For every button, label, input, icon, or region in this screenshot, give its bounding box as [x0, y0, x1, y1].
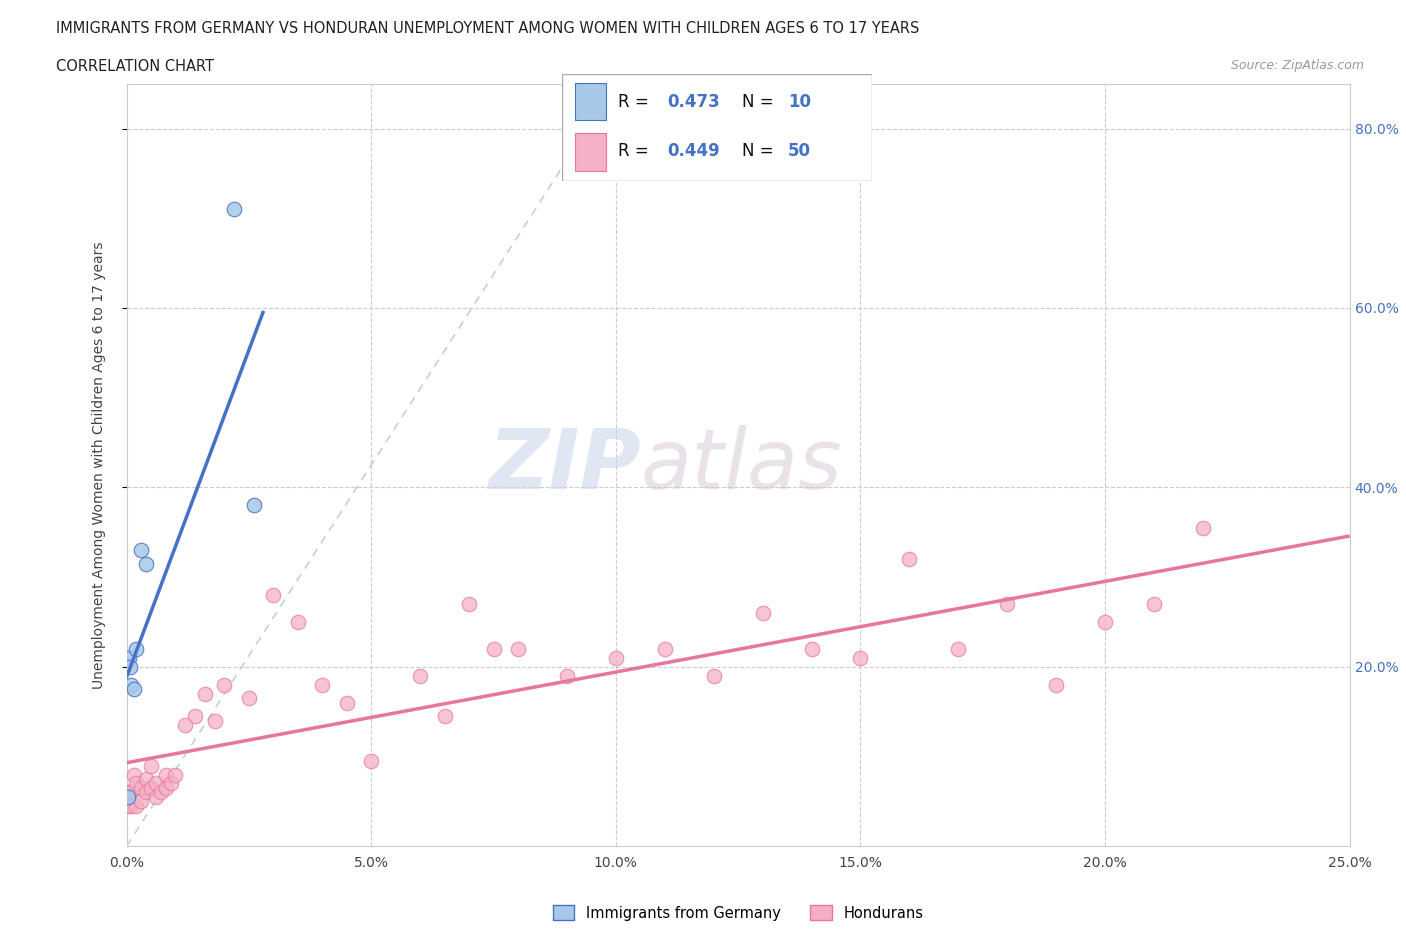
Point [155, 780, 177, 795]
Point [155, 767, 177, 782]
Point [433, 709, 456, 724]
Text: 0.473: 0.473 [668, 93, 720, 111]
Point [224, 202, 246, 217]
Legend: Immigrants from Germany, Hondurans: Immigrants from Germany, Hondurans [547, 899, 929, 926]
Point [311, 677, 333, 692]
Point [139, 780, 162, 795]
Text: N =: N = [742, 93, 779, 111]
Point [129, 543, 152, 558]
Text: ZIP: ZIP [488, 424, 640, 506]
Point [135, 556, 157, 571]
Point [214, 677, 236, 692]
Text: 10: 10 [789, 93, 811, 111]
Point [605, 650, 627, 665]
Point [482, 642, 505, 657]
Point [139, 758, 162, 773]
Point [129, 780, 152, 795]
Point [238, 691, 260, 706]
Point [125, 642, 148, 657]
Point [458, 597, 481, 612]
Point [165, 767, 187, 782]
Point [120, 677, 142, 692]
Point [145, 790, 167, 804]
Point [800, 642, 823, 657]
Point [118, 785, 141, 800]
Text: 0.449: 0.449 [668, 142, 720, 160]
Point [409, 669, 432, 684]
Point [118, 650, 141, 665]
Point [149, 785, 172, 800]
Point [751, 605, 773, 620]
Text: R =: R = [619, 142, 654, 160]
Point [242, 498, 264, 512]
Point [120, 799, 142, 814]
Point [129, 794, 152, 809]
Y-axis label: Unemployment Among Women with Children Ages 6 to 17 years: Unemployment Among Women with Children A… [91, 241, 105, 689]
Point [174, 718, 197, 733]
Point [506, 642, 529, 657]
Point [1094, 615, 1116, 630]
Point [1192, 521, 1215, 536]
Point [125, 799, 148, 814]
Point [117, 799, 139, 814]
Text: IMMIGRANTS FROM GERMANY VS HONDURAN UNEMPLOYMENT AMONG WOMEN WITH CHILDREN AGES : IMMIGRANTS FROM GERMANY VS HONDURAN UNEM… [56, 21, 920, 36]
Point [204, 713, 226, 728]
Text: N =: N = [742, 142, 779, 160]
Point [287, 615, 309, 630]
Point [135, 785, 157, 800]
Point [948, 642, 970, 657]
Point [145, 776, 167, 790]
Point [898, 551, 921, 566]
FancyBboxPatch shape [562, 74, 872, 181]
Point [122, 682, 145, 697]
Point [849, 650, 872, 665]
Point [703, 669, 725, 684]
Text: 50: 50 [789, 142, 811, 160]
Point [360, 753, 382, 768]
Point [1045, 677, 1067, 692]
Point [159, 776, 181, 790]
FancyBboxPatch shape [575, 83, 606, 120]
Point [120, 659, 142, 674]
Point [995, 597, 1018, 612]
Point [184, 709, 207, 724]
Point [135, 772, 157, 787]
Point [262, 588, 284, 603]
Point [117, 790, 139, 804]
Point [654, 642, 676, 657]
Point [125, 776, 148, 790]
Text: CORRELATION CHART: CORRELATION CHART [56, 59, 214, 73]
Point [336, 696, 359, 711]
Text: Source: ZipAtlas.com: Source: ZipAtlas.com [1230, 59, 1364, 72]
Text: atlas: atlas [640, 424, 842, 506]
Point [194, 686, 217, 701]
Point [555, 669, 578, 684]
Point [1143, 597, 1166, 612]
Point [120, 785, 142, 800]
FancyBboxPatch shape [575, 133, 606, 171]
Text: R =: R = [619, 93, 654, 111]
Point [122, 767, 145, 782]
